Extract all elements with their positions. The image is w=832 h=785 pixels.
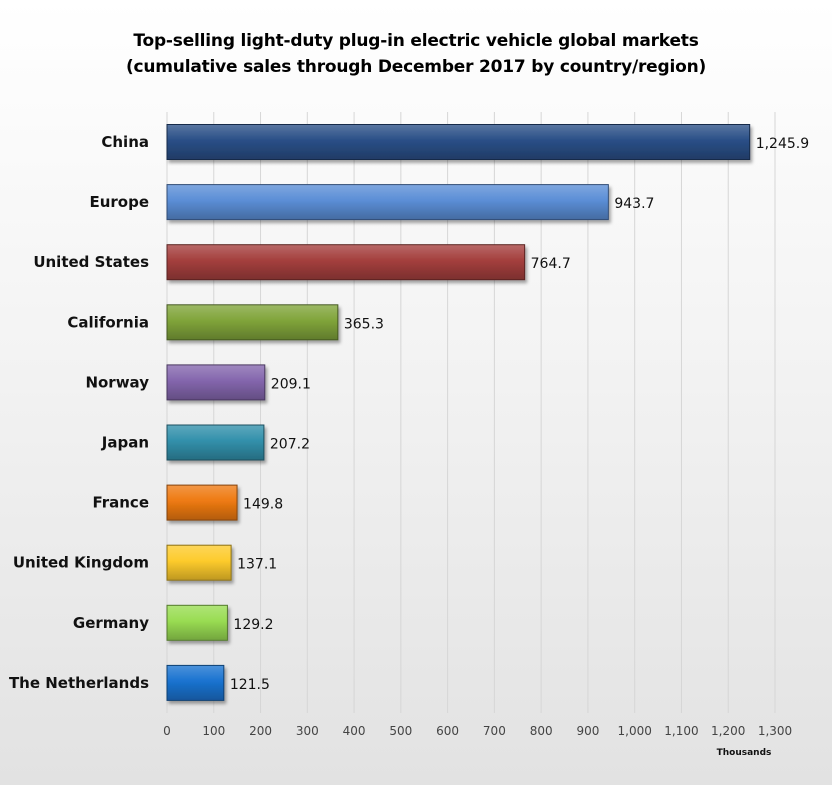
x-axis-label: Thousands [717, 748, 772, 758]
category-label: Norway [85, 373, 149, 391]
x-tick-label: 300 [296, 724, 319, 738]
x-tick-label: 1,100 [664, 724, 698, 738]
category-label: The Netherlands [9, 674, 149, 692]
x-tick-label: 100 [202, 724, 225, 738]
category-label: Japan [101, 434, 149, 452]
bar [166, 124, 751, 160]
value-label: 121.5 [230, 677, 270, 693]
category-label: France [92, 494, 149, 512]
labels: 0 100 200 300 400 500 600 700 800 900 1,000 1,100 1,… [9, 133, 809, 738]
value-label: 149.8 [243, 497, 283, 513]
value-label: 129.2 [233, 617, 273, 633]
x-tick-label: 0 [163, 724, 171, 738]
value-label: 207.2 [270, 437, 310, 453]
x-tick-label: 400 [343, 724, 366, 738]
value-label: 209.1 [271, 376, 311, 392]
category-label: Germany [73, 614, 149, 632]
x-tick-label: 1,200 [711, 724, 745, 738]
x-tick-label: 200 [249, 724, 272, 738]
bar [166, 304, 339, 341]
value-label: 365.3 [344, 316, 384, 332]
value-label: 764.7 [531, 256, 571, 272]
bar [166, 244, 526, 281]
x-tick-label: 900 [576, 724, 599, 738]
x-tick-label: 1,300 [758, 724, 792, 738]
category-label: China [101, 133, 149, 151]
bar [166, 184, 609, 221]
value-label: 1,245.9 [756, 136, 809, 152]
x-tick-label: 800 [530, 724, 553, 738]
x-tick-label: 500 [389, 724, 412, 738]
category-label: Europe [89, 193, 149, 211]
bar [166, 364, 266, 401]
bar [166, 424, 265, 461]
value-label: 943.7 [614, 196, 654, 212]
bar [166, 604, 228, 641]
chart-title: Top-selling light-duty plug-in electric … [133, 31, 699, 51]
category-label: United Kingdom [13, 554, 149, 572]
x-tick-label: 600 [436, 724, 459, 738]
bar [166, 544, 232, 581]
x-tick-label: 700 [483, 724, 506, 738]
category-label: United States [33, 253, 149, 271]
value-label: 137.1 [237, 557, 277, 573]
chart-subtitle: (cumulative sales through December 2017 … [125, 57, 707, 77]
bar [166, 664, 225, 701]
x-tick-label: 1,000 [618, 724, 652, 738]
bars [166, 124, 751, 701]
bar [166, 484, 238, 521]
category-label: California [67, 313, 149, 331]
